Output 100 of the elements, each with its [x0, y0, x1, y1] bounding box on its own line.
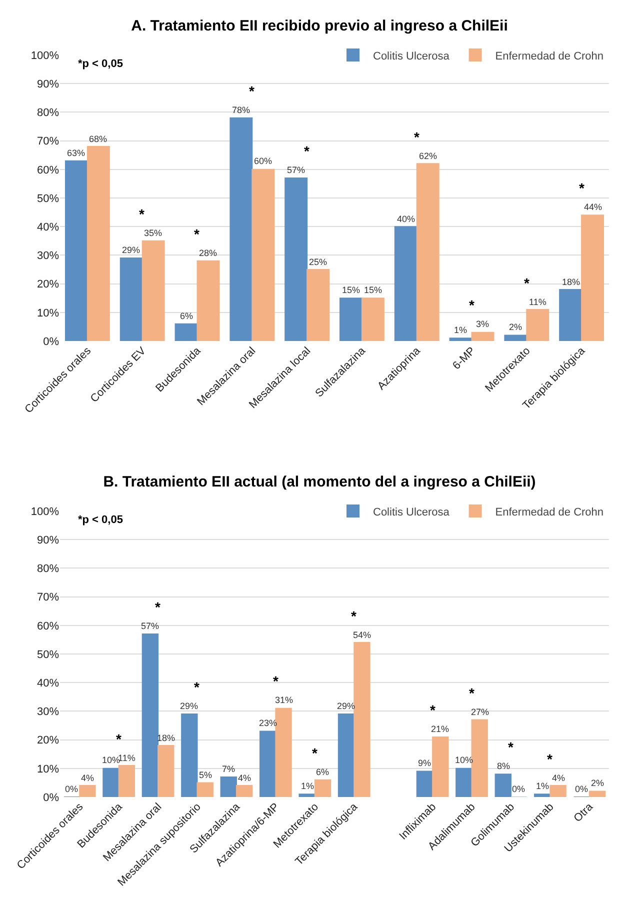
bar — [449, 338, 472, 341]
data-label: 4% — [238, 773, 252, 783]
y-tick-label: 20% — [36, 734, 60, 747]
y-tick-label: 60% — [36, 620, 60, 632]
data-label: 35% — [144, 228, 162, 238]
bar — [338, 714, 355, 797]
data-label: 29% — [180, 701, 198, 711]
annotation: * — [469, 297, 475, 313]
bar — [504, 334, 528, 341]
bar — [220, 776, 237, 797]
annotation: * — [139, 206, 145, 222]
bar — [118, 765, 136, 797]
y-tick-label: 100% — [30, 506, 60, 518]
data-label: 18% — [562, 277, 580, 287]
bar — [471, 332, 494, 341]
bar — [416, 770, 434, 797]
data-label: 0% — [65, 784, 78, 794]
annotation: * — [430, 702, 436, 718]
annotation: * — [304, 143, 310, 159]
annotation: * — [469, 685, 475, 701]
data-label: 44% — [584, 202, 602, 212]
bar — [298, 794, 316, 797]
data-label: 21% — [431, 724, 450, 734]
bar — [550, 785, 566, 797]
annotation: * — [273, 673, 279, 689]
annotation: *p < 0,05 — [78, 514, 123, 526]
y-tick-label: 30% — [36, 250, 60, 262]
bar — [259, 730, 276, 797]
data-label: 4% — [552, 773, 566, 783]
annotation: * — [508, 739, 514, 755]
data-label: 0% — [512, 784, 526, 794]
bar — [588, 790, 606, 797]
y-tick-label: 50% — [36, 648, 60, 661]
data-label: 8% — [497, 761, 510, 771]
chart-title: A. Tratamiento EII recibido previo al ingreso a ChilEii — [131, 18, 508, 34]
y-tick-label: 40% — [36, 221, 60, 234]
bar — [534, 794, 551, 797]
bar — [181, 714, 198, 797]
data-label: 1% — [454, 325, 468, 335]
y-tick-label: 80% — [36, 563, 60, 576]
data-label: 29% — [122, 245, 140, 255]
bar — [142, 240, 165, 341]
data-label: 68% — [89, 134, 108, 144]
data-label: 11% — [529, 297, 546, 307]
data-label: 57% — [141, 621, 160, 631]
bar — [306, 269, 330, 341]
bar — [158, 745, 174, 797]
y-tick-label: 80% — [36, 107, 60, 120]
legend-label: Colitis Ulcerosa — [373, 506, 450, 518]
bar — [284, 177, 308, 341]
annotation: * — [579, 180, 585, 196]
bar — [361, 298, 384, 341]
annotation: * — [547, 751, 553, 767]
annotation: * — [249, 83, 255, 99]
bar — [79, 785, 96, 797]
data-label: 5% — [199, 770, 212, 780]
bar — [102, 768, 120, 797]
y-tick-label: 40% — [36, 677, 60, 690]
bar — [314, 779, 332, 797]
y-tick-label: 50% — [36, 192, 60, 205]
data-label: 57% — [287, 165, 306, 175]
legend-label: Enfermedad de Crohn — [495, 50, 604, 62]
y-tick-label: 10% — [36, 763, 60, 776]
data-label: 27% — [471, 707, 490, 717]
y-tick-label: 70% — [36, 592, 60, 604]
y-tick-label: 70% — [36, 136, 60, 148]
data-label: 3% — [476, 319, 490, 329]
data-label: 1% — [536, 781, 550, 791]
data-label: 78% — [232, 105, 250, 115]
annotation: * — [414, 129, 420, 145]
y-tick-label: 0% — [43, 792, 60, 804]
bar — [174, 323, 198, 341]
y-tick-label: 90% — [36, 78, 60, 90]
data-label: 28% — [199, 248, 218, 258]
y-tick-label: 10% — [36, 307, 60, 320]
bar — [581, 214, 604, 341]
data-label: 0% — [575, 784, 588, 794]
data-label: 2% — [591, 778, 604, 788]
annotation: *p < 0,05 — [78, 58, 123, 70]
bar — [252, 168, 275, 341]
bar — [394, 226, 418, 341]
data-label: 31% — [275, 695, 294, 705]
y-tick-label: 20% — [36, 278, 60, 291]
y-tick-label: 0% — [43, 336, 60, 348]
bar — [142, 633, 159, 797]
legend-label: Colitis Ulcerosa — [373, 50, 450, 62]
x-tick-label: Otra — [572, 800, 596, 825]
bar — [494, 774, 512, 797]
bar — [275, 708, 292, 797]
data-label: 54% — [353, 630, 372, 640]
annotation: * — [194, 226, 200, 242]
data-label: 9% — [418, 758, 432, 768]
bar — [120, 258, 143, 341]
y-tick-label: 60% — [36, 164, 60, 176]
data-label: 4% — [81, 773, 94, 783]
y-tick-label: 30% — [36, 706, 60, 718]
data-label: 6% — [316, 767, 330, 777]
data-label: 25% — [309, 257, 328, 267]
legend-label: Enfermedad de Crohn — [495, 506, 604, 518]
bar — [86, 146, 110, 341]
